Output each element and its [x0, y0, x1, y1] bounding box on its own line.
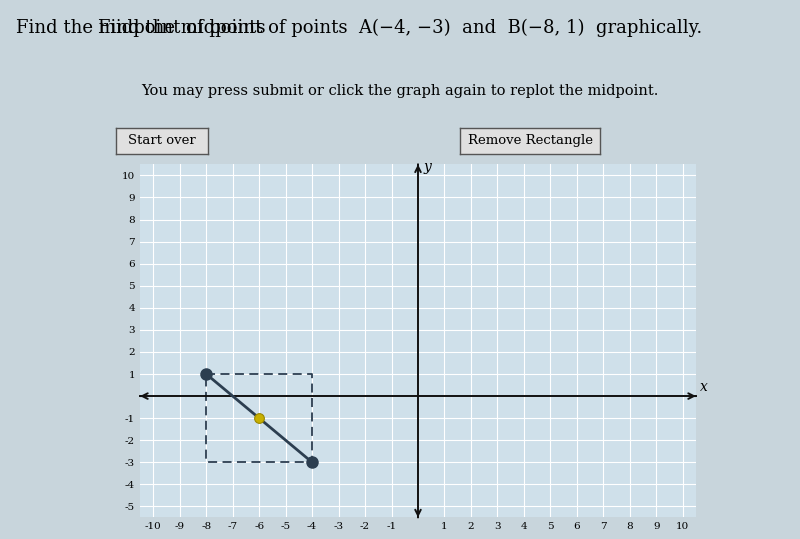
Text: Start over: Start over	[128, 134, 196, 147]
Text: Find the midpoint of points  A(−4, −3)  and  B(−8, 1)  graphically.: Find the midpoint of points A(−4, −3) an…	[98, 19, 702, 37]
Text: x: x	[700, 379, 708, 393]
Text: You may press submit or click the graph again to replot the midpoint.: You may press submit or click the graph …	[142, 84, 658, 98]
Text: Find the midpoint of points: Find the midpoint of points	[16, 19, 271, 37]
Text: Remove Rectangle: Remove Rectangle	[467, 134, 593, 147]
Text: y: y	[423, 160, 431, 174]
